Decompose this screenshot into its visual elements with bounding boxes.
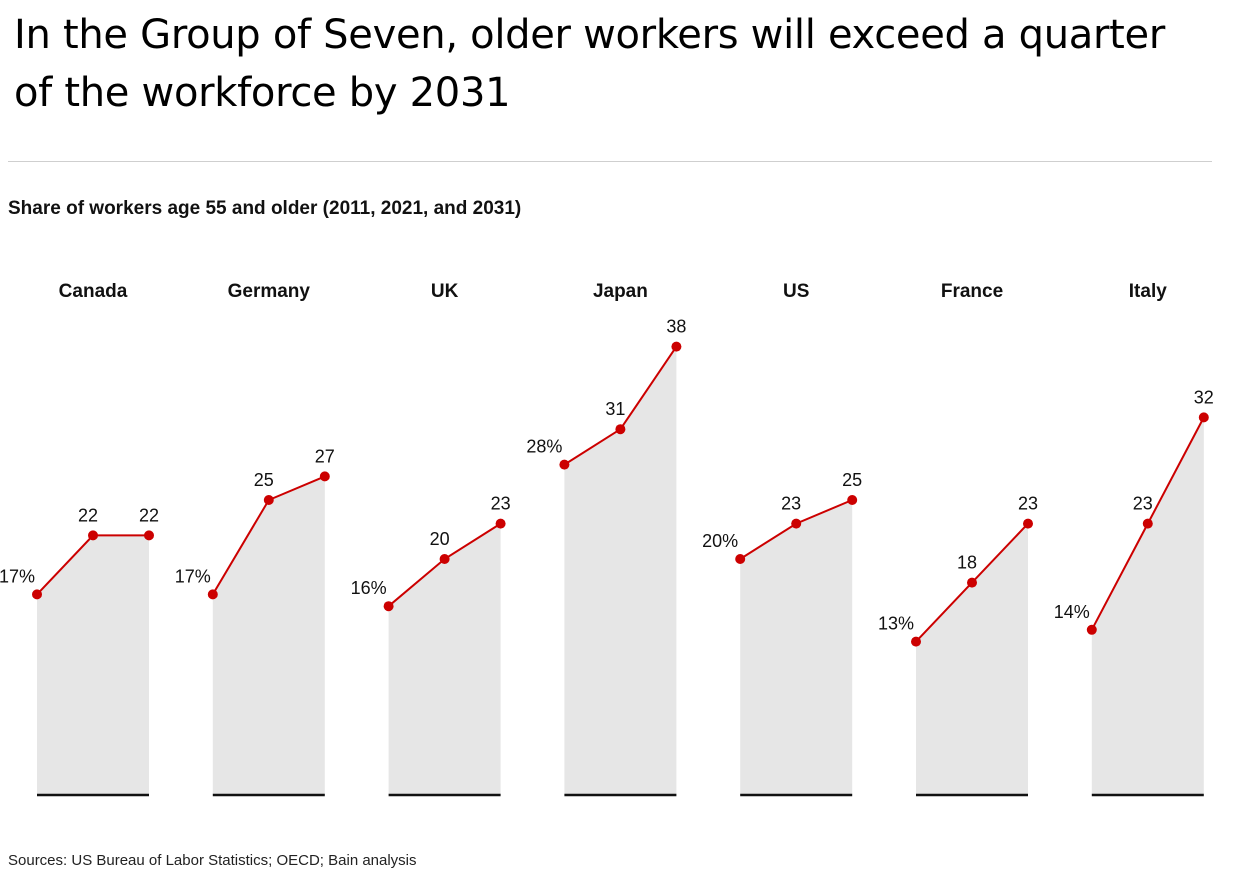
- panel-label-uk: UK: [431, 281, 459, 302]
- area-japan: [564, 346, 677, 795]
- point-france-2021: [967, 577, 977, 588]
- data-label-canada-2011: 17%: [0, 566, 35, 586]
- point-italy-2031: [1198, 412, 1209, 423]
- chart-title: In the Group of Seven, older workers wil…: [14, 12, 1165, 116]
- data-label-france-2021: 18: [957, 553, 977, 573]
- data-label-uk-2021: 20: [430, 529, 450, 549]
- panel-label-canada: Canada: [59, 281, 128, 302]
- data-label-italy-2011: 14%: [1054, 602, 1090, 622]
- point-japan-2011: [559, 459, 570, 470]
- point-uk-2031: [495, 518, 506, 529]
- point-canada-2011: [32, 589, 42, 600]
- point-germany-2021: [263, 495, 274, 505]
- point-germany-2011: [207, 589, 218, 600]
- point-uk-2021: [439, 554, 450, 564]
- point-france-2011: [911, 636, 921, 647]
- data-label-germany-2031: 27: [315, 446, 335, 466]
- data-label-canada-2021: 22: [78, 505, 98, 525]
- data-label-japan-2011: 28%: [526, 437, 562, 457]
- data-label-us-2011: 20%: [702, 531, 738, 551]
- point-uk-2011: [383, 601, 394, 612]
- data-label-us-2021: 23: [781, 494, 801, 514]
- point-canada-2031: [144, 530, 154, 541]
- point-germany-2031: [319, 471, 330, 482]
- point-france-2031: [1023, 518, 1033, 529]
- data-label-us-2031: 25: [842, 470, 862, 490]
- point-canada-2021: [88, 530, 98, 541]
- data-label-france-2011: 13%: [878, 614, 914, 634]
- chart-subtitle: Share of workers age 55 and older (2011,…: [8, 198, 522, 219]
- point-italy-2021: [1142, 518, 1153, 529]
- point-japan-2021: [615, 424, 626, 435]
- data-label-uk-2031: 23: [491, 494, 511, 514]
- area-italy: [1091, 417, 1204, 795]
- point-us-2031: [847, 495, 858, 505]
- data-label-france-2031: 23: [1018, 494, 1038, 514]
- data-label-italy-2021: 23: [1133, 494, 1153, 514]
- point-us-2011: [735, 554, 746, 564]
- panel-label-italy: Italy: [1129, 281, 1167, 302]
- data-label-germany-2021: 25: [254, 470, 274, 490]
- data-label-germany-2011: 17%: [175, 566, 211, 586]
- area-germany: [212, 476, 325, 795]
- data-label-uk-2011: 16%: [351, 578, 387, 598]
- point-japan-2031: [671, 341, 682, 352]
- panel-label-germany: Germany: [228, 281, 311, 302]
- data-label-italy-2031: 32: [1194, 387, 1214, 407]
- area-uk: [388, 523, 501, 795]
- source-note: Sources: US Bureau of Labor Statistics; …: [8, 852, 417, 869]
- data-label-japan-2031: 38: [666, 317, 686, 337]
- area-canada: [37, 535, 149, 795]
- data-label-canada-2031: 22: [139, 505, 159, 525]
- panel-label-france: France: [941, 281, 1003, 302]
- panel-label-us: US: [783, 281, 809, 302]
- area-france: [916, 523, 1028, 795]
- panel-label-japan: Japan: [593, 281, 648, 302]
- title-divider: [8, 161, 1212, 162]
- area-us: [740, 500, 853, 795]
- point-us-2021: [791, 518, 802, 529]
- data-label-japan-2021: 31: [605, 399, 625, 419]
- point-italy-2011: [1086, 624, 1097, 635]
